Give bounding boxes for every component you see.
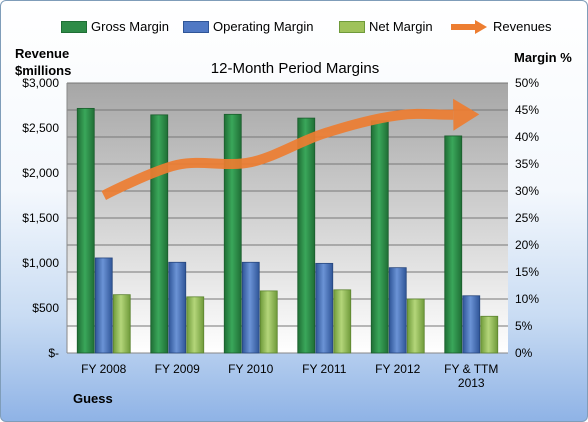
chart-title: 12-Month Period Margins	[210, 60, 380, 77]
bar-gross-margin	[444, 135, 463, 354]
bar-net-margin	[333, 289, 352, 354]
revenue-arrowhead	[453, 98, 480, 131]
x-tick-label: FY 2008	[81, 362, 126, 376]
left-axis-title-line1: Revenue	[15, 46, 70, 61]
right-tick-label: 30%	[515, 184, 539, 198]
right-tick-label: 15%	[515, 265, 539, 279]
right-tick-label: 35%	[515, 157, 539, 171]
right-tick-label: 5%	[515, 319, 533, 333]
left-tick-label: $-	[48, 346, 59, 360]
bar-gross-margin	[150, 114, 169, 354]
legend-label: Gross Margin	[91, 19, 170, 35]
left-tick-label: $3,000	[22, 76, 59, 90]
bar-operating-margin	[94, 257, 113, 354]
bar-operating-margin	[241, 261, 260, 354]
bar-net-margin	[259, 290, 278, 354]
legend-swatch-gross	[61, 20, 87, 33]
right-tick-label: 0%	[515, 346, 533, 360]
right-tick-label: 40%	[515, 130, 539, 144]
right-axis-title: Margin %	[514, 50, 572, 65]
left-axis-title: Revenue $millions	[15, 45, 71, 79]
left-axis-title-line2: $millions	[15, 63, 72, 78]
legend-label: Revenues	[493, 19, 552, 35]
bar-operating-margin	[388, 267, 407, 354]
legend-label: Operating Margin	[213, 19, 314, 35]
left-tick-label: $1,500	[22, 211, 59, 225]
bar-net-margin	[112, 294, 131, 354]
bar-operating-margin	[168, 261, 187, 354]
legend-gross-margin: Gross Margin	[61, 18, 169, 34]
bar-gross-margin	[223, 113, 242, 354]
bar-gross-margin	[297, 117, 316, 354]
legend-revenues: Revenues	[449, 18, 552, 34]
x-tick-label: FY 2010	[228, 362, 273, 376]
bar-net-margin	[406, 298, 425, 354]
legend-swatch-net	[339, 20, 365, 33]
left-tick-label: $2,500	[22, 121, 59, 135]
legend-swatch-operating	[183, 20, 209, 33]
left-tick-label: $1,000	[22, 256, 59, 270]
left-tick-label: $500	[32, 301, 59, 315]
bar-net-margin	[186, 296, 205, 354]
revenue-line	[101, 98, 480, 200]
x-tick-label: FY & TTM	[444, 362, 498, 376]
left-tick-label: $2,000	[22, 166, 59, 180]
bar-gross-margin	[76, 107, 95, 354]
right-tick-label: 20%	[515, 238, 539, 252]
bar-operating-margin	[462, 295, 481, 354]
right-tick-label: 50%	[515, 76, 539, 90]
legend-label: Net Margin	[369, 19, 433, 35]
legend-net-margin: Net Margin	[339, 18, 433, 34]
tick-labels: 0% 5% 10% 15% 20% 25% 30% 35% 40% 45% 50% $- $500 $1,…	[22, 76, 539, 390]
bar-operating-margin	[315, 262, 334, 354]
legend-operating-margin: Operating Margin	[183, 18, 313, 34]
legend-arrow-icon	[451, 19, 487, 34]
right-tick-label: 10%	[515, 292, 539, 306]
bar-net-margin	[480, 315, 499, 354]
company-name: Guess	[73, 391, 113, 406]
x-tick-label: FY 2011	[302, 362, 347, 376]
x-tick-label: FY 2009	[155, 362, 200, 376]
x-tick-label: FY 2012	[375, 362, 420, 376]
right-tick-label: 45%	[515, 103, 539, 117]
right-tick-label: 25%	[515, 211, 539, 225]
bar-gross-margin	[370, 120, 389, 354]
gridlines	[66, 82, 508, 354]
x-tick-label: 2013	[458, 376, 485, 390]
